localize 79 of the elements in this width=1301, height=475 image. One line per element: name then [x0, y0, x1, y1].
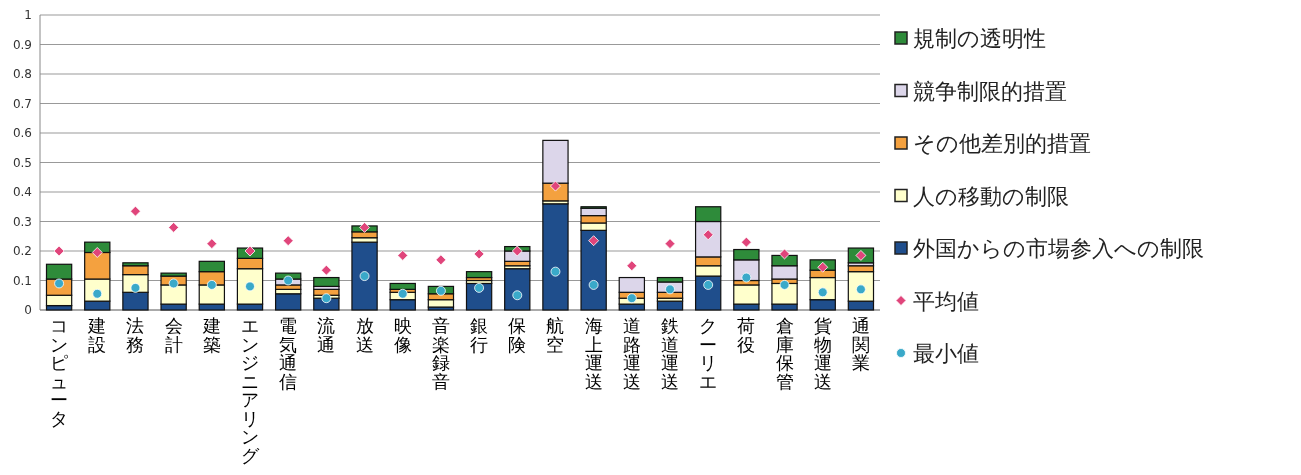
x-tick-label: 会計	[164, 315, 183, 355]
point	[626, 260, 638, 272]
bar	[351, 241, 378, 311]
point	[283, 275, 294, 286]
point	[512, 290, 523, 301]
point	[474, 282, 484, 293]
y-tick-label: 0.9	[12, 37, 32, 52]
legend-label: 平均値	[913, 288, 979, 314]
point	[436, 285, 446, 296]
bar	[313, 276, 340, 287]
point	[282, 235, 294, 247]
point	[168, 222, 180, 233]
x-tick-label: 放送	[355, 315, 374, 355]
point	[779, 280, 790, 290]
y-tick-label: 0.1	[12, 273, 32, 288]
x-tick-label: 映像	[393, 315, 412, 355]
x-tick-label: 流通	[317, 315, 336, 355]
x-tick-label: 音楽録音	[431, 315, 450, 392]
y-tick-label: 0	[24, 303, 32, 317]
legend-label: 外国からの市場参入への制限	[913, 236, 1204, 261]
point	[53, 245, 65, 257]
x-tick-label: クーリエ	[699, 315, 718, 392]
x-tick-label: 荷役	[737, 315, 756, 355]
y-tick-label: 0.2	[12, 244, 32, 258]
x-tick-label: 通関業	[851, 315, 870, 373]
point	[740, 236, 752, 248]
point	[206, 280, 217, 290]
bar	[504, 268, 531, 311]
point	[817, 261, 829, 273]
x-tick-label: 保険	[508, 315, 527, 355]
y-tick-label: 1	[24, 8, 32, 22]
point	[359, 222, 370, 233]
x-tick-label: 建築	[201, 315, 221, 355]
x-tick-label: 倉庫保管	[775, 315, 794, 392]
point	[168, 278, 179, 289]
point	[244, 245, 256, 257]
point	[320, 264, 332, 276]
bar	[389, 282, 416, 290]
point	[130, 205, 141, 217]
legend-label: 競争制限的措置	[913, 78, 1067, 104]
point	[550, 266, 561, 277]
point	[206, 238, 218, 250]
point	[588, 235, 600, 247]
legend-label: その他差別的措置	[913, 131, 1091, 156]
point	[397, 250, 409, 261]
x-tick-label: 航空	[546, 315, 565, 355]
x-tick-label: 鉄道運送	[661, 315, 679, 392]
x-tick-label: 海上運送	[584, 315, 603, 392]
x-tick-label: エンジニアリング	[241, 315, 260, 466]
point	[664, 238, 676, 250]
y-tick-label: 0.4	[12, 185, 32, 199]
point	[779, 248, 790, 260]
y-tick-label: 0.3	[12, 214, 32, 229]
point	[473, 248, 485, 260]
y-tick-label: 0.7	[12, 96, 32, 111]
x-tick-label: コンピュータ	[50, 315, 69, 429]
x-tick-label: 道路運送	[622, 315, 641, 392]
point	[626, 293, 637, 304]
point	[359, 271, 370, 281]
bar	[542, 203, 569, 311]
point	[741, 272, 752, 283]
point	[435, 254, 447, 266]
x-tick-label: 建設	[87, 315, 107, 355]
x-tick-label: 銀行	[470, 315, 489, 355]
point	[397, 288, 408, 299]
legend-label: 人の移動の制限	[913, 183, 1069, 209]
point	[703, 280, 714, 290]
point	[588, 280, 599, 290]
point	[511, 245, 523, 257]
y-tick-label: 0.6	[12, 126, 32, 140]
legend-label: 最小値	[913, 341, 979, 366]
bar	[274, 293, 302, 311]
x-tick-label: 法務	[126, 315, 145, 355]
x-tick-label: 貨物運送	[813, 315, 832, 392]
legend-label: 規制の透明性	[913, 26, 1046, 51]
bar	[465, 271, 493, 279]
y-tick-label: 0.8	[12, 67, 32, 81]
y-tick-label: 0.5	[12, 155, 32, 170]
x-tick-label: 電気通信	[279, 315, 298, 392]
